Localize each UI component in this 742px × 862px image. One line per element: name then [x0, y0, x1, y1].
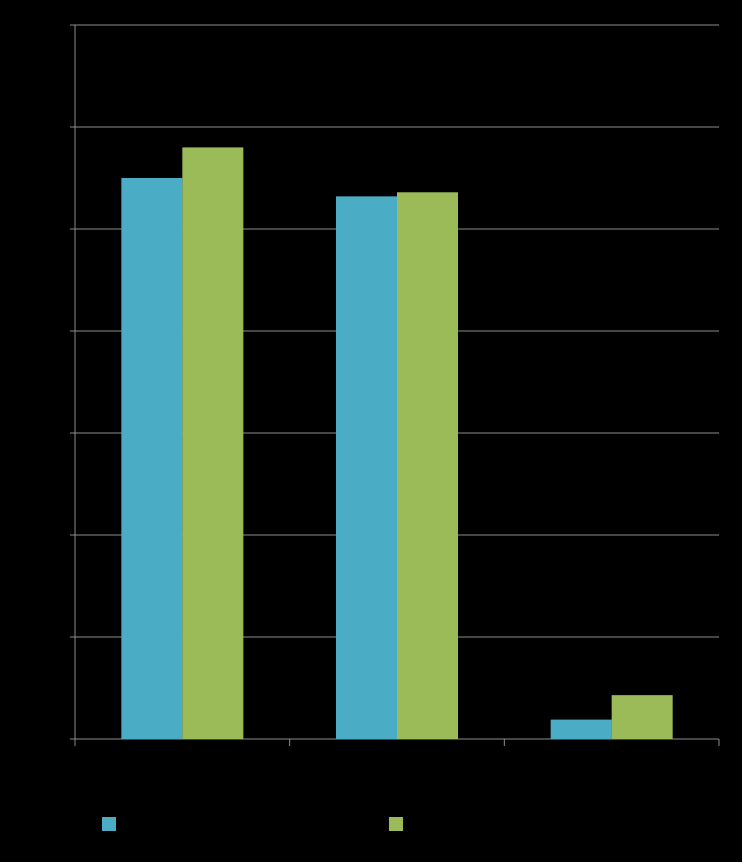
bar — [397, 192, 458, 739]
legend-swatch — [102, 817, 116, 831]
bar — [336, 196, 397, 740]
bar — [182, 147, 244, 739]
bar — [121, 178, 183, 739]
legend-swatch — [389, 817, 403, 831]
bar — [611, 695, 673, 739]
bar — [550, 719, 612, 739]
